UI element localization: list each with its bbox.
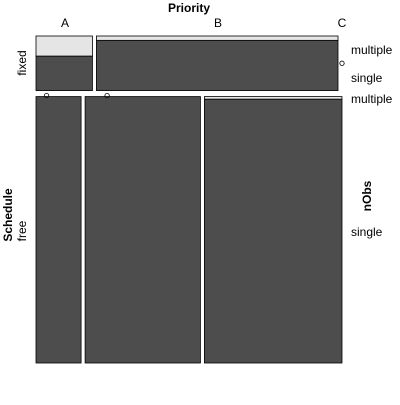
legend-title: nObs [360, 180, 374, 211]
legend-label-fixed-multiple: multiple [351, 43, 393, 57]
empty-cell-marker-c-fixed [339, 60, 345, 66]
cell-a-fixed-single [35, 55, 93, 91]
cell-a-free-single [35, 96, 82, 364]
x-tick-label-a: A [61, 16, 69, 30]
row-label-fixed: fixed [15, 50, 29, 75]
legend-label-free-multiple: multiple [351, 92, 393, 106]
row-label-free: free [15, 220, 29, 241]
row-axis-title: Schedule [1, 188, 15, 242]
cell-c-free-single [204, 98, 343, 364]
zero-multiple-marker-a-free [43, 92, 50, 99]
cell-b-fixed-single [96, 39, 339, 91]
cell-a-fixed-multiple [35, 35, 93, 57]
cell-b-free-single [84, 96, 201, 364]
x-tick-label-c: C [338, 16, 347, 30]
legend-label-fixed-single: single [351, 71, 383, 85]
cell-b-fixed-multiple [96, 35, 339, 41]
legend-label-free-single: single [351, 225, 383, 239]
zero-cell-markers [43, 60, 345, 99]
zero-multiple-marker-b-free [104, 92, 110, 99]
x-tick-label-b: B [214, 16, 222, 30]
mosaic-cells [35, 35, 343, 364]
x-axis-title: Priority [168, 1, 210, 15]
